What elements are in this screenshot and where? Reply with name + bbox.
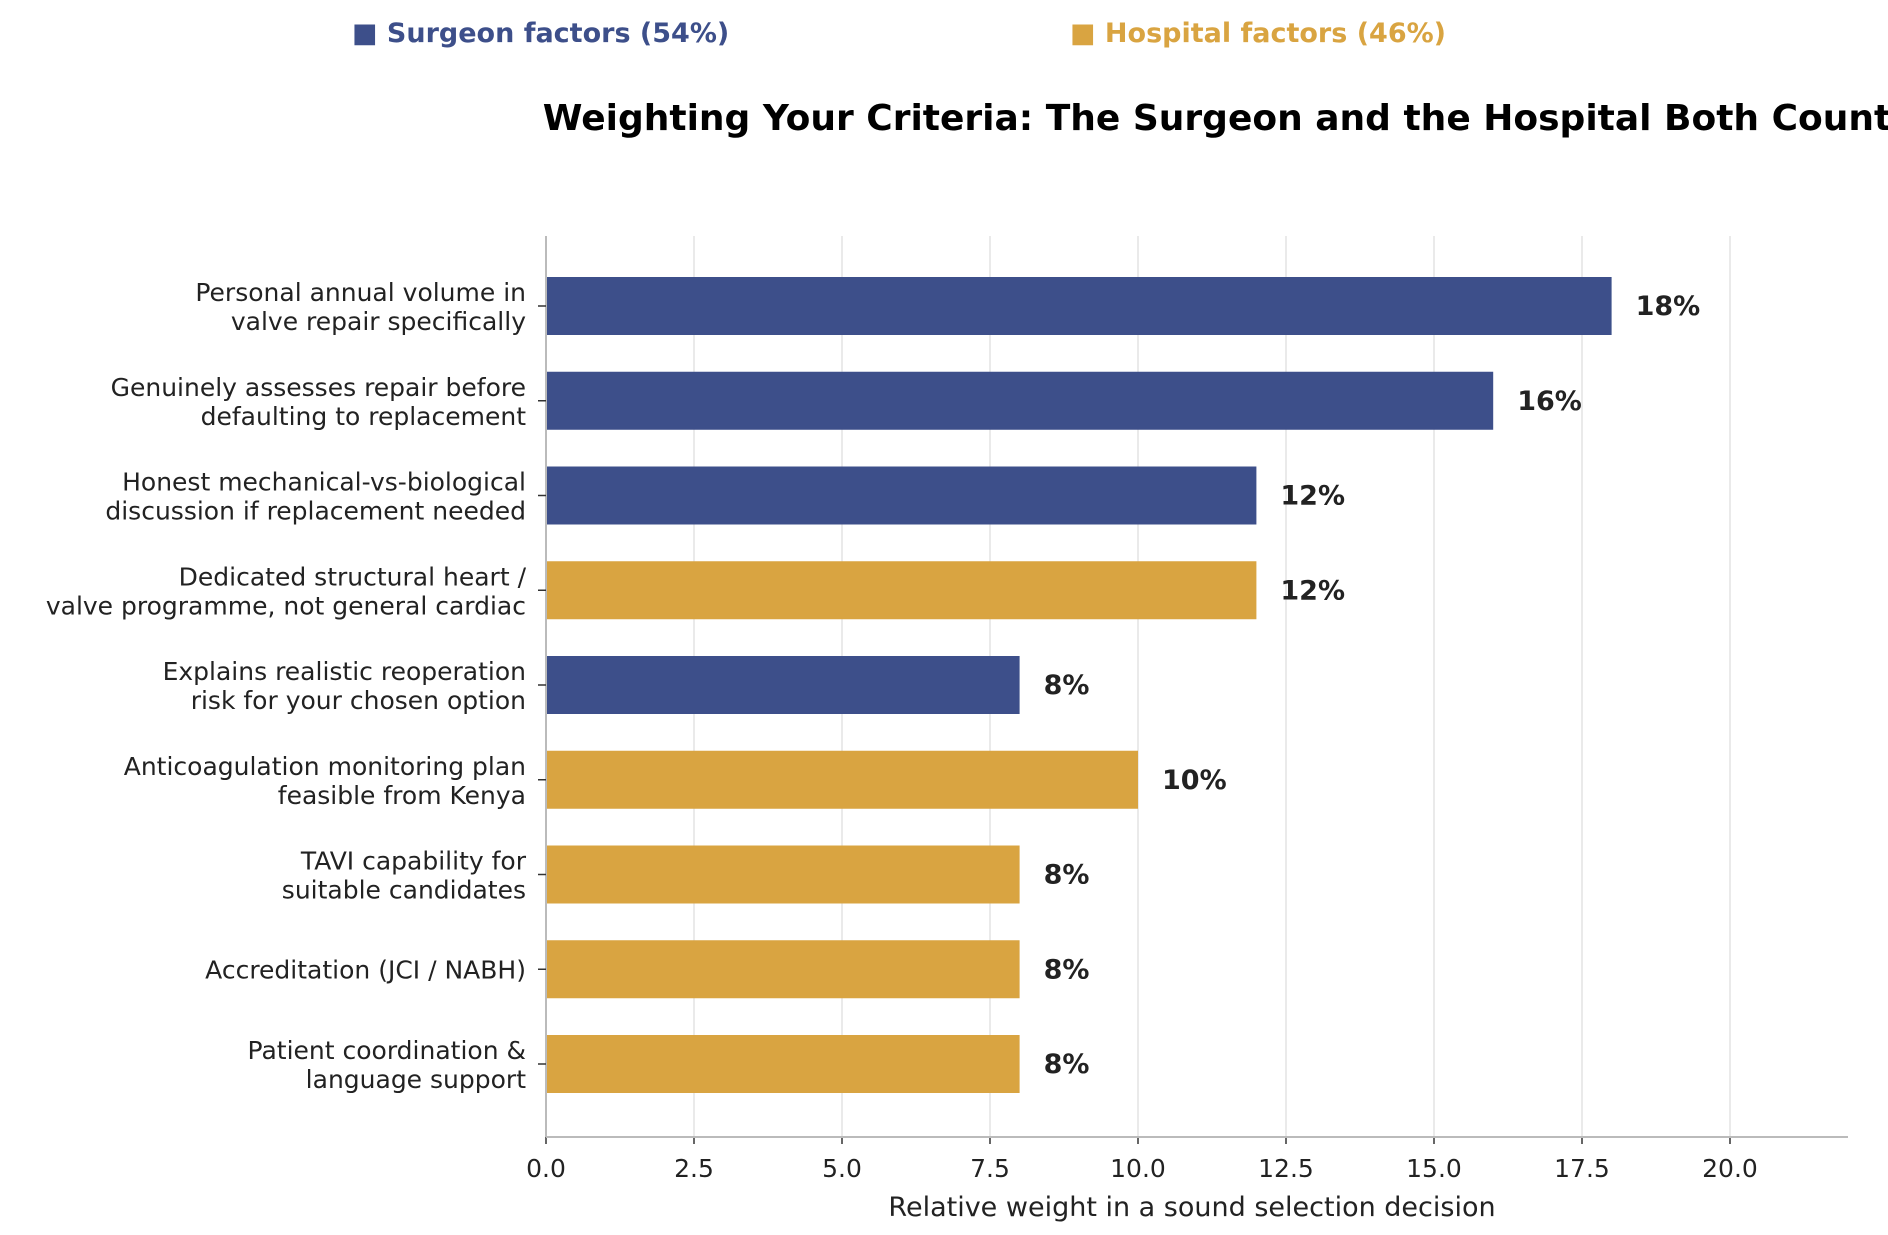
category-label-line: TAVI capability for — [300, 847, 527, 876]
bar — [546, 845, 1020, 904]
x-tick-label: 17.5 — [1554, 1154, 1610, 1183]
category-label-line: valve repair specifically — [231, 307, 526, 336]
x-tick-label: 0.0 — [526, 1154, 566, 1183]
value-label: 8% — [1044, 670, 1090, 701]
axes — [538, 236, 1848, 1144]
value-label: 8% — [1044, 954, 1090, 985]
category-label-line: Patient coordination & — [248, 1036, 526, 1065]
category-label-line: feasible from Kenya — [278, 781, 526, 810]
category-label-line: Personal annual volume in — [195, 278, 526, 307]
bar — [546, 466, 1257, 525]
category-label: TAVI capability for suitable candidates — [282, 847, 527, 905]
category-label-line: risk for your chosen option — [191, 686, 526, 715]
x-tick-label: 20.0 — [1702, 1154, 1758, 1183]
x-tick-label: 2.5 — [674, 1154, 714, 1183]
category-label-line: defaulting to replacement — [201, 402, 527, 431]
category-label: Explains realistic reoperation risk for y… — [163, 657, 526, 715]
x-tick-label: 10.0 — [1110, 1154, 1166, 1183]
bar — [546, 371, 1494, 430]
value-label: 8% — [1044, 860, 1090, 891]
category-label-line: Explains realistic reoperation — [163, 657, 526, 686]
legend-marker: ■ — [352, 18, 387, 49]
x-tick-label: 7.5 — [970, 1154, 1010, 1183]
category-label-line: valve programme, not general cardiac — [46, 591, 526, 620]
value-label: 16% — [1517, 386, 1582, 417]
x-tick-label: 15.0 — [1406, 1154, 1462, 1183]
category-label: Dedicated structural heart / valve progra… — [46, 562, 527, 620]
legend-marker: ■ — [1070, 18, 1105, 49]
legend-label: Surgeon factors (54%) — [387, 18, 729, 49]
category-label: Accreditation (JCI / NABH) — [205, 955, 526, 984]
legend-item-hospital: ■ Hospital factors (46%) — [1070, 18, 1446, 49]
x-axis-label: Relative weight in a sound selection dec… — [888, 1192, 1495, 1223]
value-label: 8% — [1044, 1049, 1090, 1080]
category-label: Honest mechanical-vs-biological discussio… — [105, 468, 526, 526]
bar — [546, 561, 1257, 620]
bar — [546, 750, 1138, 809]
legend: ■ Surgeon factors (54%) ■ Hospital factor… — [352, 18, 1446, 49]
value-label: 12% — [1280, 575, 1345, 606]
legend-item-surgeon: ■ Surgeon factors (54%) — [352, 18, 729, 49]
bars — [546, 277, 1612, 1093]
category-label-line: Anticoagulation monitoring plan — [124, 752, 526, 781]
category-label: Genuinely assesses repair before defaulti… — [111, 373, 527, 431]
x-tick-labels: 0.0 2.5 5.0 7.5 10.0 12.5 15.0 17.5 20.0 — [526, 1154, 1758, 1183]
category-label-line: Honest mechanical-vs-biological — [122, 468, 526, 497]
x-tick-label: 5.0 — [822, 1154, 862, 1183]
bar — [546, 277, 1612, 335]
category-label-line: discussion if replacement needed — [105, 497, 526, 526]
legend-label: Hospital factors (46%) — [1105, 18, 1446, 49]
bar — [546, 940, 1020, 999]
category-label-line: Dedicated structural heart / — [179, 562, 527, 591]
category-label: Anticoagulation monitoring plan feasible … — [124, 752, 526, 810]
chart-title: Weighting Your Criteria: The Surgeon and… — [543, 98, 1888, 139]
category-labels: Personal annual volume in valve repair sp… — [46, 278, 527, 1094]
category-label: Patient coordination & language support — [248, 1036, 527, 1094]
category-label-line: suitable candidates — [282, 876, 526, 905]
value-labels: 18% 16% 12% 12% 8% 10% 8% 8% 8% — [1044, 291, 1701, 1080]
bar — [546, 1035, 1020, 1093]
value-label: 10% — [1162, 765, 1227, 796]
x-tick-label: 12.5 — [1258, 1154, 1314, 1183]
category-label: Personal annual volume in valve repair sp… — [195, 278, 526, 336]
category-label-line: Accreditation (JCI / NABH) — [205, 955, 526, 984]
value-label: 18% — [1636, 291, 1701, 322]
category-label-line: Genuinely assesses repair before — [111, 373, 526, 402]
category-label-line: language support — [306, 1065, 527, 1094]
value-label: 12% — [1280, 481, 1345, 512]
bar — [546, 656, 1020, 714]
